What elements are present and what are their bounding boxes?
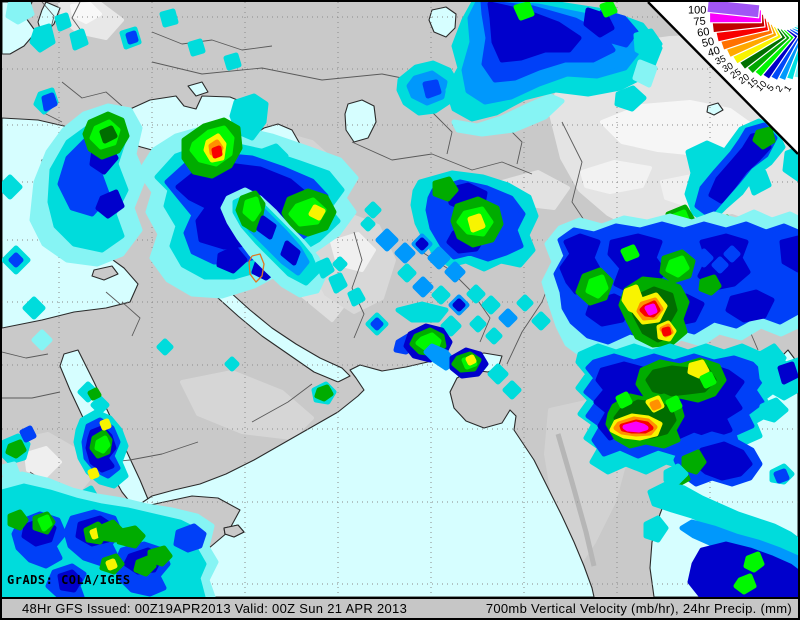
legend-value-label: 50 [701,36,716,51]
legend-value-label: 40 [706,44,721,59]
legend-value-label: 25 [729,67,744,82]
grads-watermark: GrADS: COLA/IGES [7,573,131,587]
legend-value-label: 35 [714,53,728,67]
forecast-map: 100 75 60 50 40 35 30 25 20 15 10 5 2 1 GrADS: COLA/I… [2,2,798,597]
legend-value-label: 2 [774,84,786,95]
legend-value-label: 60 [696,26,710,40]
legend-value-label: 1 [782,84,794,94]
legend-value-label: 75 [693,15,706,28]
legend-value-label: 30 [721,61,735,76]
legend-value-label: 100 [688,4,706,16]
legend-value-label: 20 [737,72,752,87]
legend-value-label: 5 [765,83,777,94]
status-bar: 48Hr GFS Issued: 00Z19APR2013 Valid: 00Z… [2,597,798,618]
issued-valid-label: 48Hr GFS Issued: 00Z19APR2013 Valid: 00Z… [22,601,408,616]
field-description-label: 700mb Vertical Velocity (mb/hr), 24hr Pr… [485,601,792,616]
